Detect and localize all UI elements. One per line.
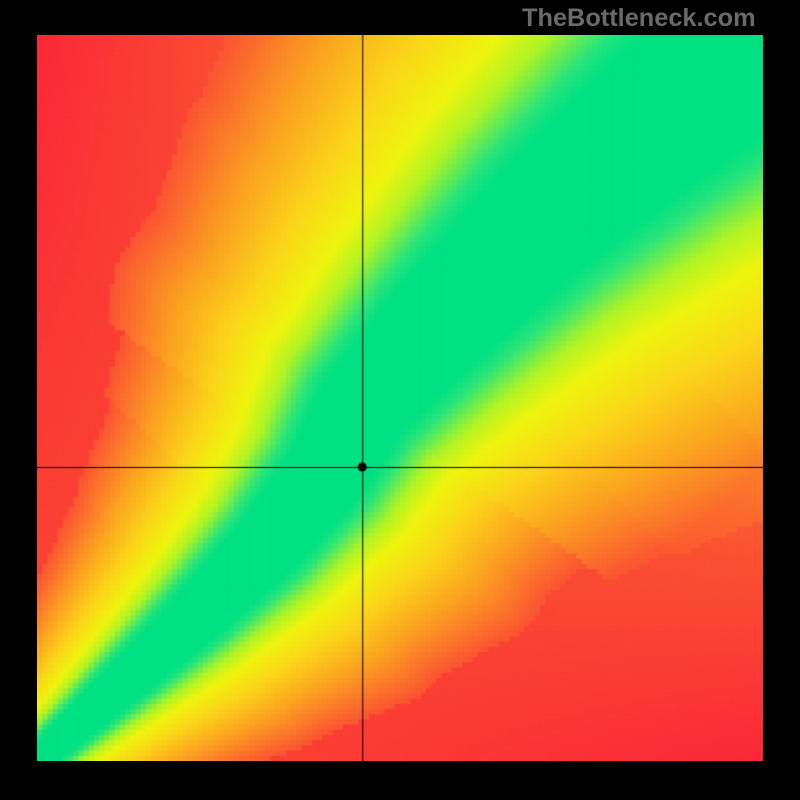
bottleneck-heatmap: [37, 35, 763, 761]
watermark-text: TheBottleneck.com: [522, 4, 756, 33]
chart-frame: TheBottleneck.com: [0, 0, 800, 800]
